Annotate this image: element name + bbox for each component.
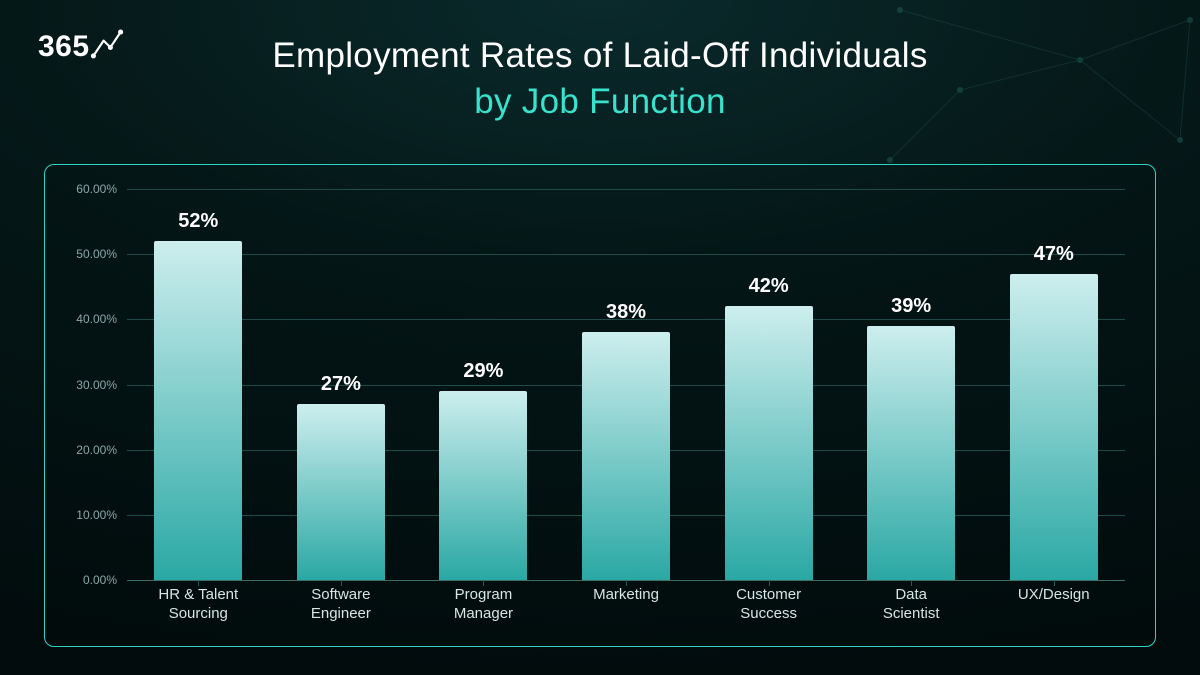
bars-container: 52% 27% 29% 38% 42% 39% 47% <box>127 189 1125 580</box>
bar-value-label: 39% <box>891 295 931 318</box>
bar-slot: 42% <box>697 189 840 580</box>
bar-value-label: 27% <box>321 373 361 396</box>
x-axis-labels: HR & Talent SourcingSoftware EngineerPro… <box>127 586 1125 632</box>
bar <box>582 332 670 580</box>
bar-slot: 47% <box>982 189 1125 580</box>
bar-value-label: 29% <box>463 360 503 383</box>
x-axis-category-label: UX/Design <box>982 586 1125 632</box>
bar-value-label: 52% <box>178 210 218 233</box>
x-axis-category-label: HR & Talent Sourcing <box>127 586 270 632</box>
bar-slot: 52% <box>127 189 270 580</box>
bar <box>154 241 242 580</box>
bar <box>725 306 813 580</box>
bar-value-label: 38% <box>606 301 646 324</box>
plot-area: 0.00%10.00%20.00%30.00%40.00%50.00%60.00… <box>127 189 1125 580</box>
title-line-2: by Job Function <box>0 82 1200 122</box>
x-axis-category-label: Marketing <box>555 586 698 632</box>
bar <box>439 391 527 580</box>
y-axis-tick-label: 0.00% <box>83 573 117 587</box>
bar <box>867 326 955 580</box>
y-axis-tick-label: 60.00% <box>76 182 117 196</box>
x-axis-category-label: Customer Success <box>697 586 840 632</box>
y-axis-tick-label: 20.00% <box>76 443 117 457</box>
x-axis-category-label: Data Scientist <box>840 586 983 632</box>
bar <box>297 404 385 580</box>
title-line-1: Employment Rates of Laid-Off Individuals <box>0 36 1200 76</box>
bar-slot: 29% <box>412 189 555 580</box>
y-axis-tick-label: 10.00% <box>76 508 117 522</box>
y-axis-tick-label: 30.00% <box>76 378 117 392</box>
chart-title: Employment Rates of Laid-Off Individuals… <box>0 36 1200 122</box>
bar-slot: 27% <box>270 189 413 580</box>
bar <box>1010 274 1098 580</box>
bar-slot: 38% <box>555 189 698 580</box>
bar-value-label: 42% <box>749 275 789 298</box>
x-axis-category-label: Software Engineer <box>270 586 413 632</box>
x-axis-category-label: Program Manager <box>412 586 555 632</box>
bar-value-label: 47% <box>1034 243 1074 266</box>
y-axis-tick-label: 40.00% <box>76 312 117 326</box>
bar-slot: 39% <box>840 189 983 580</box>
y-axis-tick-label: 50.00% <box>76 247 117 261</box>
chart-panel: 0.00% 10.00% 20.00% 30.00% 40.00% 50.00% 60.00… <box>44 164 1156 647</box>
